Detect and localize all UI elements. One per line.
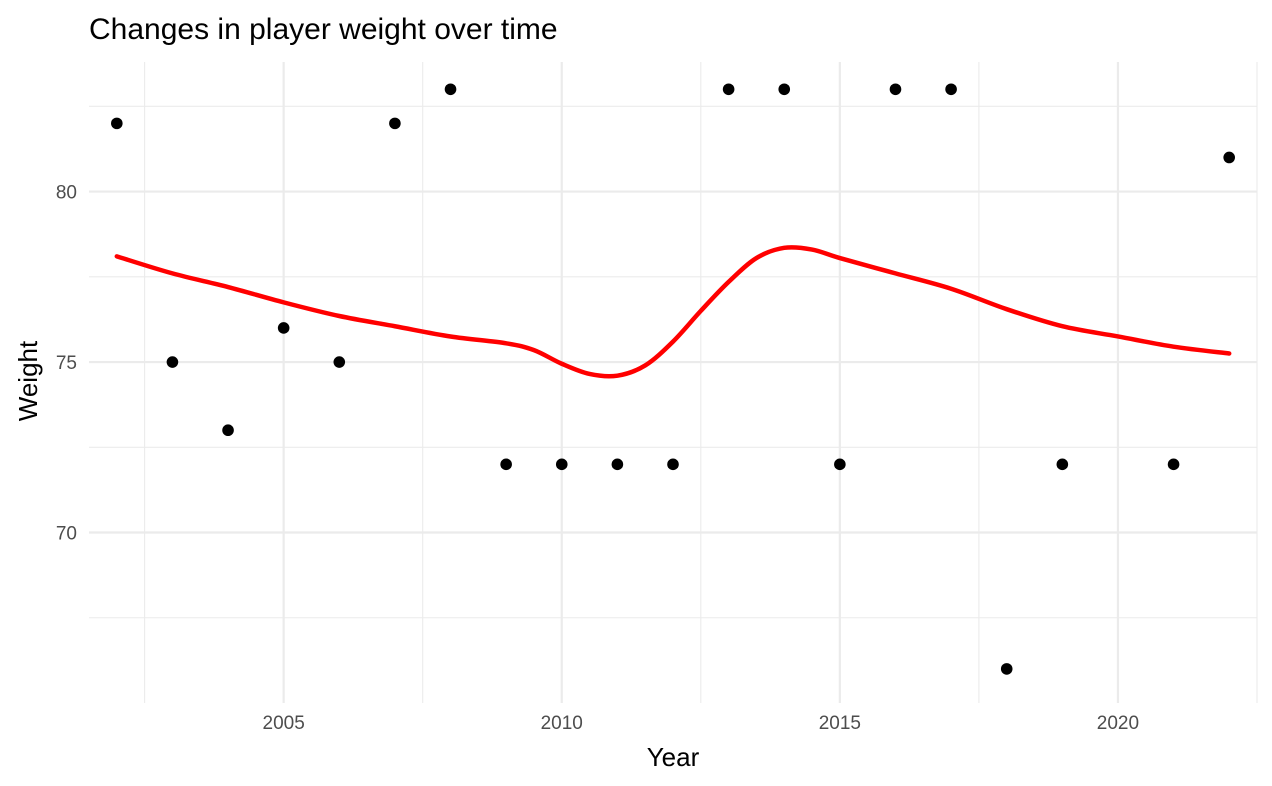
trend-line [114,244,1232,379]
x-tick-label: 2020 [1097,713,1139,734]
data-point [834,458,846,471]
major-gridlines [89,62,1257,703]
data-point [166,356,179,368]
data-point [611,458,624,471]
data-point [111,117,123,130]
data-point [778,83,791,96]
x-axis-title: Year [647,742,700,772]
trend-layer [114,244,1232,379]
y-tick-label: 70 [56,524,77,545]
data-point [333,356,346,368]
data-point [1223,151,1235,164]
data-point [889,83,902,96]
data-point [1167,458,1180,471]
data-point [389,117,401,130]
data-point [722,83,735,96]
data-point [555,458,568,471]
data-point [945,83,957,96]
data-point [667,458,679,471]
data-point [1000,663,1013,675]
points-layer [111,83,1235,675]
data-point [1056,458,1069,471]
data-point [444,83,457,96]
x-tick-label: 2015 [819,713,861,734]
chart-title: Changes in player weight over time [89,13,558,46]
data-point [500,458,512,471]
x-tick-label: 2010 [541,713,583,734]
y-tick-label: 75 [56,353,77,374]
y-axis-title: Weight [13,340,43,421]
y-tick-labels: 70 75 80 [56,183,77,545]
y-tick-label: 80 [56,183,77,204]
data-point [277,322,290,334]
x-tick-label: 2005 [263,713,305,734]
x-tick-labels: 2005 2010 2015 2020 [263,713,1140,734]
data-point [222,424,234,437]
